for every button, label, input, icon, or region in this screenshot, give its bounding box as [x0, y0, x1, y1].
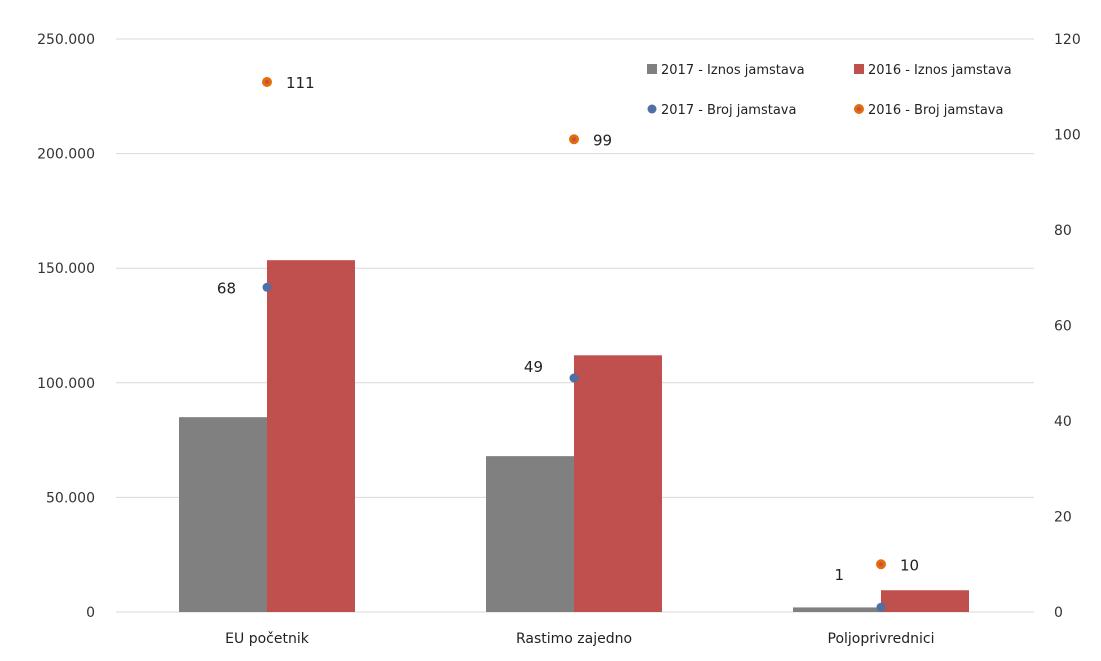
legend-label: 2017 - Iznos jamstava — [661, 63, 805, 78]
point-center — [265, 79, 269, 84]
legend-label: 2016 - Iznos jamstava — [868, 63, 1012, 78]
data-label: 49 — [524, 358, 543, 376]
point — [876, 602, 886, 612]
y-left-tick-label: 100.000 — [37, 376, 95, 392]
bar — [179, 417, 267, 612]
y-right-tick-label: 0 — [1054, 605, 1063, 621]
point-center — [572, 137, 576, 142]
y-left-tick-label: 200.000 — [37, 147, 95, 163]
bar — [793, 607, 881, 612]
point — [262, 282, 272, 292]
legend-swatch — [854, 64, 864, 74]
bar — [881, 590, 969, 612]
bar — [267, 260, 355, 612]
legend-label: 2017 - Broj jamstava — [661, 103, 796, 118]
y-right-tick-label: 40 — [1054, 414, 1072, 430]
y-right-tick-label: 60 — [1054, 319, 1072, 335]
x-tick-label: EU početnik — [225, 631, 310, 647]
y-left-tick-label: 50.000 — [46, 490, 95, 506]
data-label: 1 — [834, 566, 844, 584]
y-left-tick-label: 150.000 — [37, 261, 95, 277]
legend-swatch — [647, 104, 657, 114]
bar — [574, 355, 662, 612]
data-label: 10 — [900, 556, 919, 574]
point-center — [879, 562, 883, 567]
y-right-tick-label: 80 — [1054, 223, 1072, 239]
y-right-tick-label: 100 — [1054, 128, 1081, 144]
legend-swatch-center — [857, 107, 861, 111]
data-label: 99 — [593, 131, 612, 149]
bar — [486, 456, 574, 612]
y-right-tick-label: 120 — [1054, 32, 1081, 48]
point — [569, 373, 579, 383]
x-tick-label: Rastimo zajedno — [516, 631, 632, 647]
legend-swatch — [647, 64, 657, 74]
data-label: 68 — [217, 279, 236, 297]
data-label: 111 — [286, 74, 315, 92]
x-tick-label: Poljoprivrednici — [828, 631, 935, 647]
y-left-tick-label: 0 — [86, 605, 95, 621]
y-right-tick-label: 20 — [1054, 510, 1072, 526]
y-left-tick-label: 250.000 — [37, 32, 95, 48]
legend-label: 2016 - Broj jamstava — [868, 103, 1003, 118]
